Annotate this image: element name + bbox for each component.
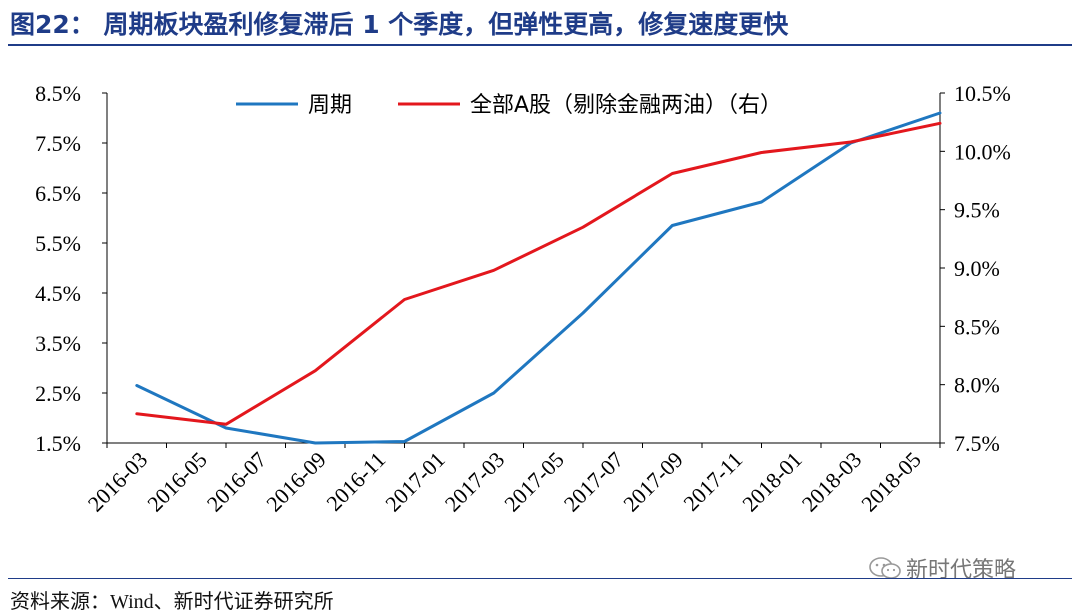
y-right-tick-label: 10.0% — [954, 139, 1011, 164]
series-line-all-a-shares — [135, 121, 942, 426]
y-left-tick-label: 7.5% — [35, 131, 81, 156]
y-right-tick-label: 7.5% — [954, 431, 1000, 456]
y-left-tick-label: 5.5% — [35, 231, 81, 256]
x-tick-label: 2017-01 — [380, 447, 450, 517]
series-line-cycle — [135, 111, 942, 445]
x-tick-label: 2016-03 — [83, 447, 153, 517]
x-tick-label: 2017-03 — [440, 447, 510, 517]
x-tick-label: 2016-07 — [202, 447, 272, 517]
x-tick-label: 2016-05 — [142, 447, 212, 517]
y-right-tick-label: 10.5% — [954, 81, 1011, 106]
chart-title: 图22： 周期板块盈利修复滞后 1 个季度，但弹性更高，修复速度更快 — [10, 10, 789, 39]
y-right-tick-label: 9.5% — [954, 198, 1000, 223]
y-left-tick-label: 4.5% — [35, 281, 81, 306]
x-tick-label: 2017-07 — [559, 447, 629, 517]
y-left-tick-label: 2.5% — [35, 381, 81, 406]
x-tick-label: 2018-05 — [856, 447, 926, 517]
footer-divider — [8, 578, 1072, 579]
x-tick-label: 2017-11 — [678, 447, 747, 516]
wechat-icon — [869, 557, 901, 579]
y-left-tick-label: 6.5% — [35, 181, 81, 206]
x-tick-label: 2016-11 — [321, 447, 390, 516]
legend-item-cycle-label: 周期 — [308, 93, 352, 118]
y-right-tick-label: 8.5% — [954, 314, 1000, 339]
y-left-tick-label: 3.5% — [35, 331, 81, 356]
legend-item-all-a-shares-label: 全部A股（剔除金融两油）（右） — [470, 93, 782, 118]
y-left-tick-label: 1.5% — [35, 431, 81, 456]
y-left-tick-label: 8.5% — [35, 81, 81, 106]
source-note: 资料来源：Wind、新时代证券研究所 — [10, 591, 334, 613]
x-tick-label: 2017-05 — [499, 447, 569, 517]
watermark: 新时代策略 — [868, 552, 1016, 584]
x-tick-label: 2016-09 — [261, 447, 331, 517]
x-tick-label: 2017-09 — [618, 447, 688, 517]
watermark-text: 新时代策略 — [906, 558, 1017, 583]
x-tick-label: 2018-03 — [797, 447, 867, 517]
x-tick-label: 2018-01 — [737, 447, 807, 517]
y-right-tick-label: 9.0% — [954, 256, 1000, 281]
title-divider — [8, 44, 1072, 46]
y-right-tick-label: 8.0% — [954, 373, 1000, 398]
